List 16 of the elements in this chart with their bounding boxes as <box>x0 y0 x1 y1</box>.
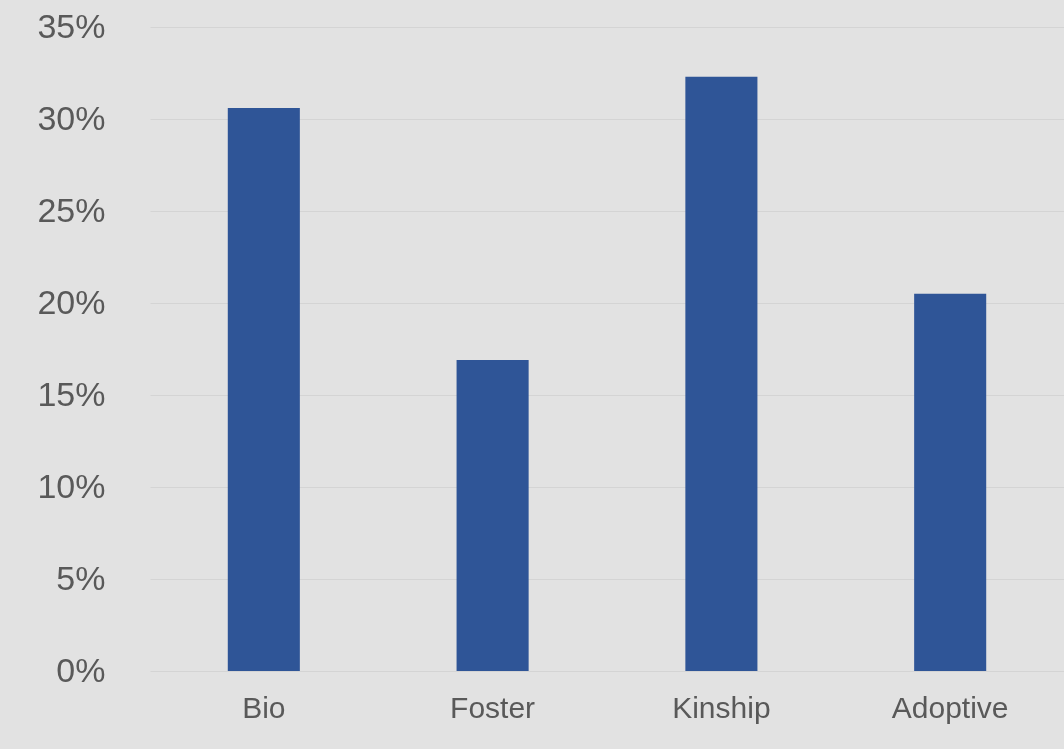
x-tick-label: Bio <box>242 690 286 724</box>
bar <box>685 76 758 671</box>
y-tick-label: 35% <box>37 6 106 45</box>
y-tick-label: 5% <box>56 558 106 597</box>
y-tick-label: 0% <box>56 650 106 689</box>
y-tick-label: 15% <box>37 374 106 413</box>
y-tick-label: 25% <box>37 190 106 229</box>
y-tick-label: 10% <box>37 466 106 505</box>
y-tick-label: 20% <box>37 282 106 321</box>
x-tick-label: Foster <box>450 690 536 724</box>
bar <box>914 293 987 671</box>
y-tick-label: 30% <box>37 98 106 137</box>
x-tick-label: Kinship <box>672 690 771 724</box>
bar <box>227 107 300 671</box>
bar <box>456 360 529 671</box>
x-tick-label: Adoptive <box>891 690 1009 724</box>
